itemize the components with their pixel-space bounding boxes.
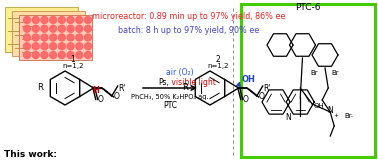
Text: R': R'	[119, 84, 126, 93]
Circle shape	[67, 16, 74, 24]
Text: -: -	[351, 114, 353, 119]
Text: H: H	[92, 86, 99, 95]
Circle shape	[32, 43, 39, 50]
Text: O: O	[114, 92, 119, 101]
Text: 1: 1	[71, 55, 75, 64]
Bar	[19, 15, 92, 60]
Circle shape	[76, 52, 83, 59]
Circle shape	[50, 25, 57, 32]
Text: n=1,2: n=1,2	[62, 63, 84, 69]
Text: O: O	[98, 95, 104, 104]
Circle shape	[58, 25, 65, 32]
Text: PTC: PTC	[163, 101, 177, 110]
Text: Ps,: Ps,	[158, 78, 169, 87]
Circle shape	[23, 16, 31, 24]
Circle shape	[50, 34, 57, 41]
Circle shape	[76, 43, 83, 50]
Circle shape	[76, 34, 83, 41]
Circle shape	[58, 34, 65, 41]
Circle shape	[32, 25, 39, 32]
Circle shape	[23, 25, 31, 32]
Circle shape	[85, 43, 91, 50]
Circle shape	[41, 52, 48, 59]
Circle shape	[32, 16, 39, 24]
Circle shape	[67, 34, 74, 41]
Text: OH: OH	[313, 103, 324, 109]
Text: O: O	[259, 92, 265, 101]
Circle shape	[85, 34, 91, 41]
Text: n=1,2: n=1,2	[207, 63, 229, 69]
Circle shape	[58, 16, 65, 24]
Text: N: N	[327, 106, 333, 115]
Text: R: R	[182, 84, 188, 92]
Text: This work:: This work:	[4, 150, 57, 159]
Circle shape	[32, 34, 39, 41]
Circle shape	[67, 25, 74, 32]
Bar	[241, 4, 375, 157]
Text: batch: 8 h up to 97% yield, 90% ee: batch: 8 h up to 97% yield, 90% ee	[118, 26, 260, 35]
Circle shape	[23, 52, 31, 59]
Text: Br: Br	[311, 70, 318, 76]
Circle shape	[23, 43, 31, 50]
Text: microreactor: 0.89 min up to 97% yield, 86% ee: microreactor: 0.89 min up to 97% yield, …	[92, 12, 286, 21]
Text: +: +	[333, 113, 338, 118]
Circle shape	[58, 43, 65, 50]
Circle shape	[41, 34, 48, 41]
Circle shape	[85, 52, 91, 59]
Circle shape	[50, 43, 57, 50]
Text: PhCH₃, 50% K₂HPO₄ aq.: PhCH₃, 50% K₂HPO₄ aq.	[131, 94, 209, 100]
Circle shape	[58, 52, 65, 59]
Circle shape	[85, 16, 91, 24]
Text: R: R	[37, 84, 43, 92]
Text: visible light: visible light	[169, 78, 216, 87]
Circle shape	[41, 16, 48, 24]
Text: Br: Br	[344, 113, 352, 119]
Text: R': R'	[264, 84, 271, 93]
Text: air (O₂): air (O₂)	[166, 68, 194, 77]
Circle shape	[41, 43, 48, 50]
Circle shape	[76, 16, 83, 24]
Circle shape	[67, 52, 74, 59]
Text: 2: 2	[215, 55, 220, 64]
Text: N: N	[285, 113, 291, 122]
Circle shape	[41, 25, 48, 32]
Circle shape	[23, 34, 31, 41]
Circle shape	[67, 43, 74, 50]
Circle shape	[32, 52, 39, 59]
Text: O: O	[243, 95, 249, 104]
Circle shape	[76, 25, 83, 32]
Circle shape	[50, 16, 57, 24]
Text: Br: Br	[332, 70, 339, 76]
Circle shape	[85, 25, 91, 32]
Bar	[5, 7, 78, 52]
Circle shape	[50, 52, 57, 59]
Bar	[12, 11, 85, 56]
Text: OH: OH	[242, 75, 256, 84]
Text: PTC-6: PTC-6	[295, 3, 321, 12]
